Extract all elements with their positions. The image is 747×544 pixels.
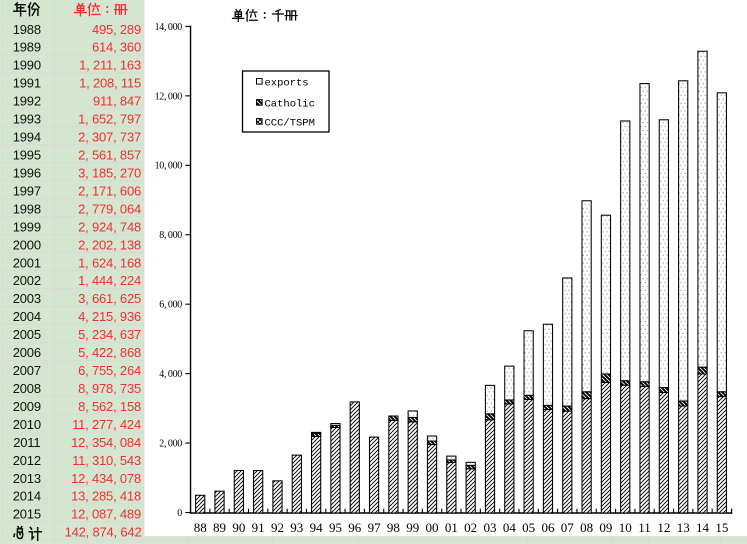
svg-text:2, 000: 2, 000 <box>159 438 182 449</box>
svg-text:11, 310, 543: 11, 310, 543 <box>72 453 141 468</box>
svg-text:1, 652, 797: 1, 652, 797 <box>78 112 141 127</box>
svg-text:1997: 1997 <box>13 183 41 198</box>
svg-text:2014: 2014 <box>13 489 41 504</box>
svg-text:95: 95 <box>329 520 342 535</box>
svg-text:1, 444, 224: 1, 444, 224 <box>78 273 141 288</box>
svg-text:91: 91 <box>252 520 265 535</box>
svg-text:6, 000: 6, 000 <box>159 300 182 311</box>
svg-text:2, 307, 737: 2, 307, 737 <box>78 130 141 145</box>
svg-text:05: 05 <box>522 520 535 535</box>
svg-text:Catholic: Catholic <box>265 98 315 110</box>
svg-text:2, 202, 138: 2, 202, 138 <box>78 237 141 252</box>
svg-text:90: 90 <box>232 520 245 535</box>
svg-text:11, 277, 424: 11, 277, 424 <box>72 417 141 432</box>
svg-text:5, 422, 868: 5, 422, 868 <box>78 345 141 360</box>
svg-text:10: 10 <box>619 520 632 535</box>
svg-text:99: 99 <box>406 520 419 535</box>
svg-text:97: 97 <box>368 520 382 535</box>
svg-text:13, 285, 418: 13, 285, 418 <box>71 489 141 504</box>
svg-text:1988: 1988 <box>13 22 41 37</box>
svg-text:1990: 1990 <box>13 58 41 73</box>
svg-text:2, 779, 064: 2, 779, 064 <box>78 201 141 216</box>
svg-text:8, 978, 735: 8, 978, 735 <box>78 381 141 396</box>
svg-text:00: 00 <box>426 520 439 535</box>
svg-text:2, 924, 748: 2, 924, 748 <box>78 219 141 234</box>
svg-text:2008: 2008 <box>13 381 41 396</box>
svg-text:614, 360: 614, 360 <box>92 40 141 55</box>
svg-text:2013: 2013 <box>13 471 41 486</box>
svg-text:96: 96 <box>348 520 362 535</box>
svg-text:1991: 1991 <box>13 76 41 91</box>
svg-text:2015: 2015 <box>13 507 41 522</box>
svg-text:5, 234, 637: 5, 234, 637 <box>78 327 141 342</box>
svg-text:2011: 2011 <box>13 435 40 450</box>
svg-text:07: 07 <box>561 520 575 535</box>
svg-text:1, 211, 163: 1, 211, 163 <box>79 58 141 73</box>
svg-text:88: 88 <box>194 520 207 535</box>
svg-text:1, 624, 168: 1, 624, 168 <box>78 255 141 270</box>
svg-text:2, 561, 857: 2, 561, 857 <box>78 148 141 163</box>
svg-text:1989: 1989 <box>13 40 41 55</box>
svg-text:8, 000: 8, 000 <box>159 230 182 241</box>
svg-text:1995: 1995 <box>13 148 41 163</box>
svg-text:1994: 1994 <box>13 130 41 145</box>
svg-text:12, 354, 084: 12, 354, 084 <box>71 435 141 450</box>
svg-text:94: 94 <box>310 520 324 535</box>
svg-text:2004: 2004 <box>13 309 41 324</box>
svg-text:1, 208, 115: 1, 208, 115 <box>79 76 141 91</box>
svg-text:142, 874, 642: 142, 874, 642 <box>65 525 142 540</box>
svg-text:911, 847: 911, 847 <box>93 94 141 109</box>
svg-text:8, 562, 158: 8, 562, 158 <box>78 399 141 414</box>
svg-text:2000: 2000 <box>13 237 41 252</box>
svg-text:0: 0 <box>177 508 182 519</box>
svg-text:6, 755, 264: 6, 755, 264 <box>78 363 141 378</box>
svg-text:1996: 1996 <box>13 165 41 180</box>
svg-text:09: 09 <box>599 520 612 535</box>
svg-text:1992: 1992 <box>13 94 41 109</box>
svg-text:10, 000: 10, 000 <box>155 161 183 172</box>
svg-text:CCC/TSPM: CCC/TSPM <box>265 117 315 129</box>
svg-text:495, 289: 495, 289 <box>92 22 141 37</box>
svg-text:11: 11 <box>638 520 651 535</box>
svg-text:89: 89 <box>213 520 226 535</box>
svg-text:15: 15 <box>715 520 728 535</box>
svg-text:2002: 2002 <box>13 273 41 288</box>
svg-text:4, 215, 936: 4, 215, 936 <box>78 309 141 324</box>
svg-text:1999: 1999 <box>13 219 41 234</box>
svg-text:3, 661, 625: 3, 661, 625 <box>78 291 141 306</box>
svg-text:14: 14 <box>696 520 710 535</box>
svg-text:2007: 2007 <box>13 363 41 378</box>
svg-text:2006: 2006 <box>13 345 41 360</box>
svg-text:14, 000: 14, 000 <box>155 22 183 33</box>
svg-text:1998: 1998 <box>13 201 41 216</box>
svg-text:4, 000: 4, 000 <box>159 369 182 380</box>
svg-text:3, 185, 270: 3, 185, 270 <box>78 165 141 180</box>
svg-text:12, 434, 078: 12, 434, 078 <box>71 471 141 486</box>
svg-text:01: 01 <box>445 520 458 535</box>
svg-text:2012: 2012 <box>13 453 41 468</box>
svg-text:2010: 2010 <box>13 417 41 432</box>
svg-text:2, 171, 606: 2, 171, 606 <box>78 183 141 198</box>
svg-text:13: 13 <box>677 520 690 535</box>
svg-text:04: 04 <box>503 520 517 535</box>
svg-text:92: 92 <box>271 520 284 535</box>
svg-text:2005: 2005 <box>13 327 41 342</box>
svg-text:1993: 1993 <box>13 112 41 127</box>
svg-text:12, 000: 12, 000 <box>155 91 183 102</box>
svg-text:08: 08 <box>580 520 593 535</box>
svg-text:12: 12 <box>657 520 670 535</box>
svg-text:02: 02 <box>464 520 477 535</box>
svg-text:03: 03 <box>484 520 497 535</box>
svg-text:12, 087, 489: 12, 087, 489 <box>71 507 141 522</box>
svg-text:2003: 2003 <box>13 291 41 306</box>
svg-text:2001: 2001 <box>13 255 41 270</box>
svg-text:2009: 2009 <box>13 399 41 414</box>
svg-text:93: 93 <box>290 520 303 535</box>
svg-text:exports: exports <box>265 77 309 89</box>
svg-text:06: 06 <box>541 520 555 535</box>
svg-text:98: 98 <box>387 520 400 535</box>
